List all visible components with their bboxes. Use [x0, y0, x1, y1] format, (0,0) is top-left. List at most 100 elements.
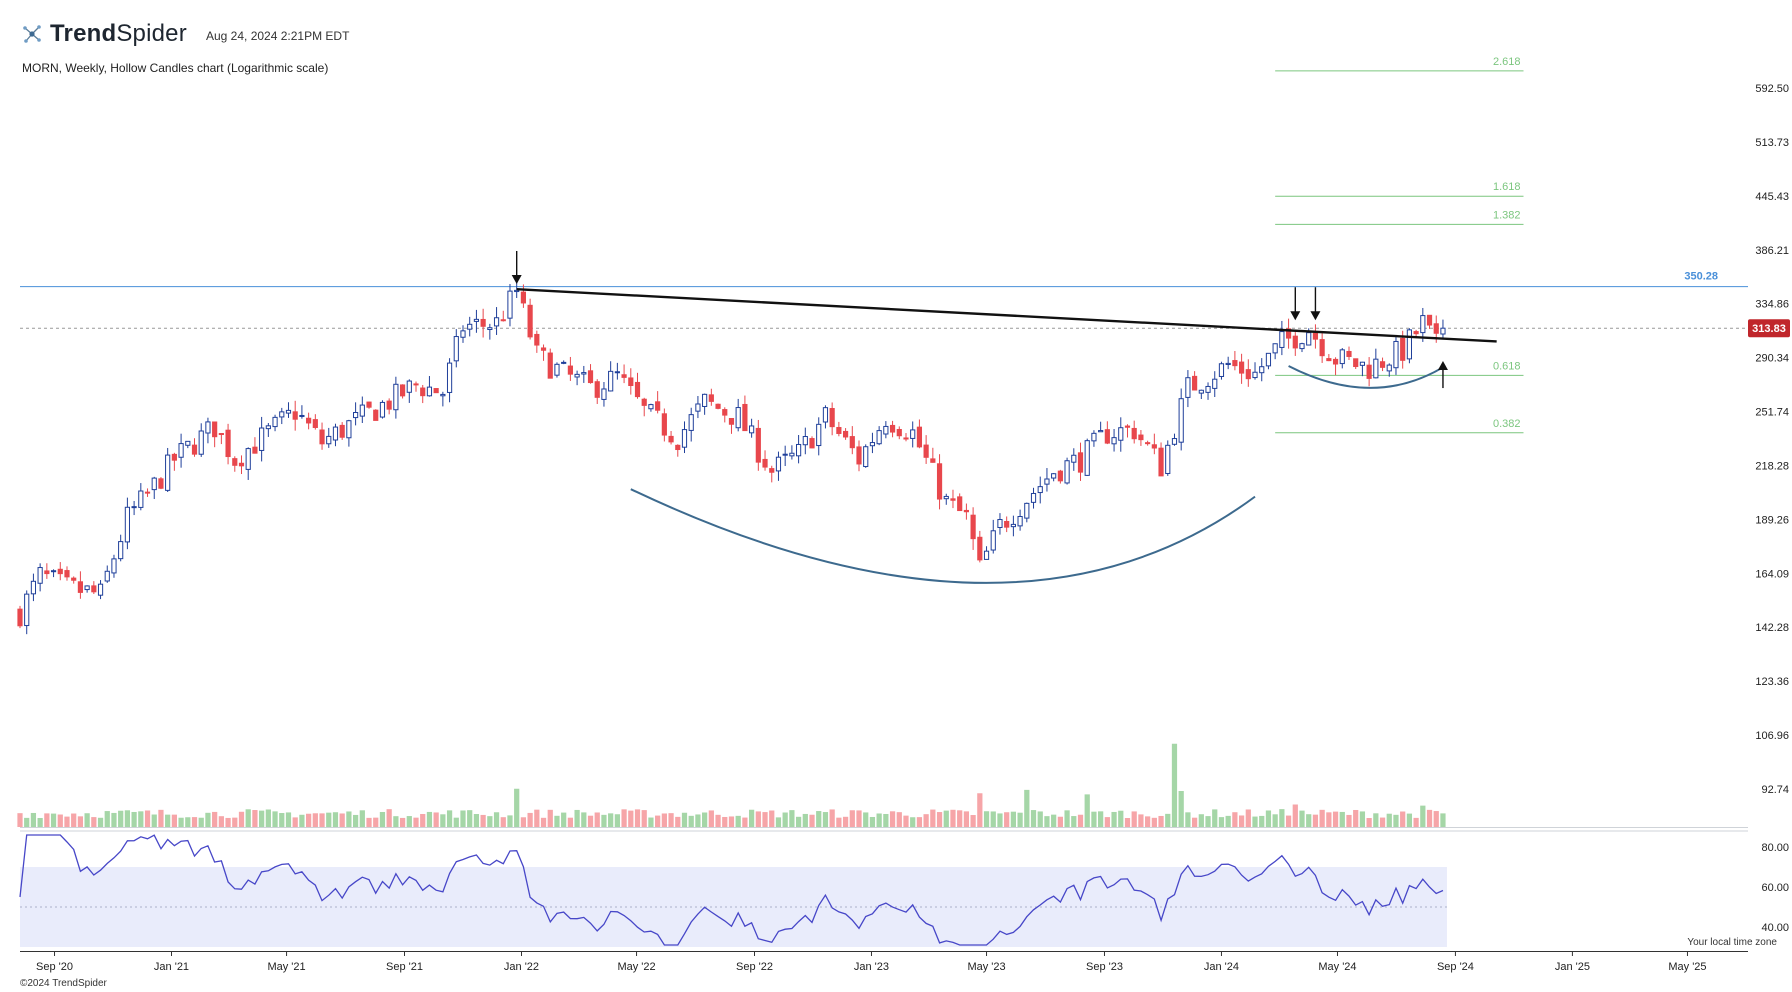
candle-body[interactable] [876, 430, 882, 445]
candle-body[interactable] [77, 581, 84, 593]
candle-body[interactable] [735, 407, 741, 429]
candle-body[interactable] [769, 468, 775, 473]
candle-body[interactable] [1131, 427, 1137, 440]
candle-body[interactable] [910, 429, 916, 439]
candle-body[interactable] [936, 463, 943, 500]
candle-body[interactable] [178, 443, 184, 458]
candle-body[interactable] [943, 495, 949, 500]
candle-body[interactable] [1084, 440, 1090, 476]
candle-body[interactable] [1198, 389, 1204, 394]
candle-body[interactable] [366, 401, 372, 408]
candle-body[interactable] [990, 530, 996, 551]
candle-body[interactable] [453, 336, 459, 362]
candle-body[interactable] [346, 420, 352, 439]
candle-body[interactable] [84, 585, 90, 591]
candle-body[interactable] [675, 444, 681, 451]
candle-body[interactable] [259, 427, 265, 451]
candle-body[interactable] [413, 383, 419, 386]
candle-body[interactable] [1299, 343, 1305, 350]
trendline[interactable] [516, 287, 1497, 343]
candle-body[interactable] [534, 333, 540, 346]
candle-body[interactable] [312, 419, 318, 428]
candle-body[interactable] [1400, 337, 1406, 361]
candle-body[interactable] [306, 417, 312, 424]
candle-body[interactable] [37, 567, 43, 584]
candle-body[interactable] [514, 289, 520, 293]
candle-body[interactable] [319, 429, 325, 445]
candle-body[interactable] [634, 381, 641, 398]
candle-body[interactable] [373, 409, 379, 421]
candle-body[interactable] [809, 438, 815, 449]
candle-body[interactable] [1292, 335, 1298, 349]
candle-body[interactable] [836, 427, 842, 434]
candle-body[interactable] [1239, 361, 1245, 374]
candle-body[interactable] [185, 440, 191, 446]
candle-body[interactable] [1051, 473, 1057, 479]
candle-body[interactable] [816, 423, 822, 447]
candle-body[interactable] [863, 446, 869, 468]
candle-body[interactable] [1077, 452, 1084, 473]
candle-body[interactable] [997, 519, 1003, 528]
candle-body[interactable] [567, 365, 573, 375]
candle-body[interactable] [339, 424, 345, 438]
candle-body[interactable] [903, 437, 909, 440]
candle-body[interactable] [165, 454, 171, 491]
candle-body[interactable] [1346, 350, 1352, 357]
candle-body[interactable] [1373, 358, 1379, 379]
candle-body[interactable] [1044, 478, 1050, 485]
candle-body[interactable] [1406, 329, 1412, 360]
candle-body[interactable] [547, 352, 553, 379]
candle-body[interactable] [527, 304, 533, 338]
candle-body[interactable] [151, 477, 157, 491]
candle-body[interactable] [198, 430, 204, 455]
candle-body[interactable] [353, 412, 359, 419]
candle-body[interactable] [144, 491, 151, 494]
candle-body[interactable] [655, 401, 661, 411]
candle-body[interactable] [1104, 429, 1110, 444]
candle-body[interactable] [1185, 377, 1191, 398]
candle-body[interactable] [802, 436, 808, 446]
candle-body[interactable] [1178, 398, 1184, 443]
candle-body[interactable] [1265, 352, 1272, 367]
candle-body[interactable] [722, 409, 728, 416]
candle-body[interactable] [715, 403, 721, 409]
candle-body[interactable] [1004, 520, 1010, 528]
candle-body[interactable] [326, 435, 332, 445]
candle-body[interactable] [467, 323, 473, 330]
candle-body[interactable] [661, 413, 667, 436]
candle-body[interactable] [24, 593, 30, 627]
candle-body[interactable] [104, 570, 110, 582]
candle-body[interactable] [420, 387, 426, 397]
candle-body[interactable] [1071, 454, 1077, 463]
candle-body[interactable] [796, 443, 802, 457]
candle-body[interactable] [608, 370, 614, 392]
candle-body[interactable] [1205, 385, 1211, 393]
candle-body[interactable] [158, 478, 164, 489]
candle-body[interactable] [789, 452, 795, 457]
candle-body[interactable] [460, 330, 466, 338]
candle-body[interactable] [749, 425, 755, 434]
candle-body[interactable] [1145, 442, 1151, 445]
candle-body[interactable] [118, 541, 124, 560]
candle-body[interactable] [299, 414, 305, 417]
candle-body[interactable] [440, 393, 446, 397]
candle-body[interactable] [668, 435, 674, 443]
candle-body[interactable] [950, 498, 956, 501]
candle-body[interactable] [1225, 362, 1231, 365]
candle-body[interactable] [225, 429, 231, 458]
candle-body[interactable] [426, 386, 433, 397]
candle-body[interactable] [64, 570, 70, 578]
candle-body[interactable] [1111, 437, 1117, 445]
candle-body[interactable] [1218, 363, 1225, 377]
candle-body[interactable] [433, 388, 439, 394]
candle-body[interactable] [775, 456, 782, 472]
candle-body[interactable] [406, 380, 412, 393]
candle-body[interactable] [977, 536, 983, 561]
candle-body[interactable] [252, 446, 258, 454]
candle-body[interactable] [1017, 516, 1023, 527]
candle-body[interactable] [708, 394, 714, 402]
candle-body[interactable] [889, 424, 896, 433]
candle-body[interactable] [446, 362, 453, 393]
candle-body[interactable] [1353, 358, 1359, 368]
